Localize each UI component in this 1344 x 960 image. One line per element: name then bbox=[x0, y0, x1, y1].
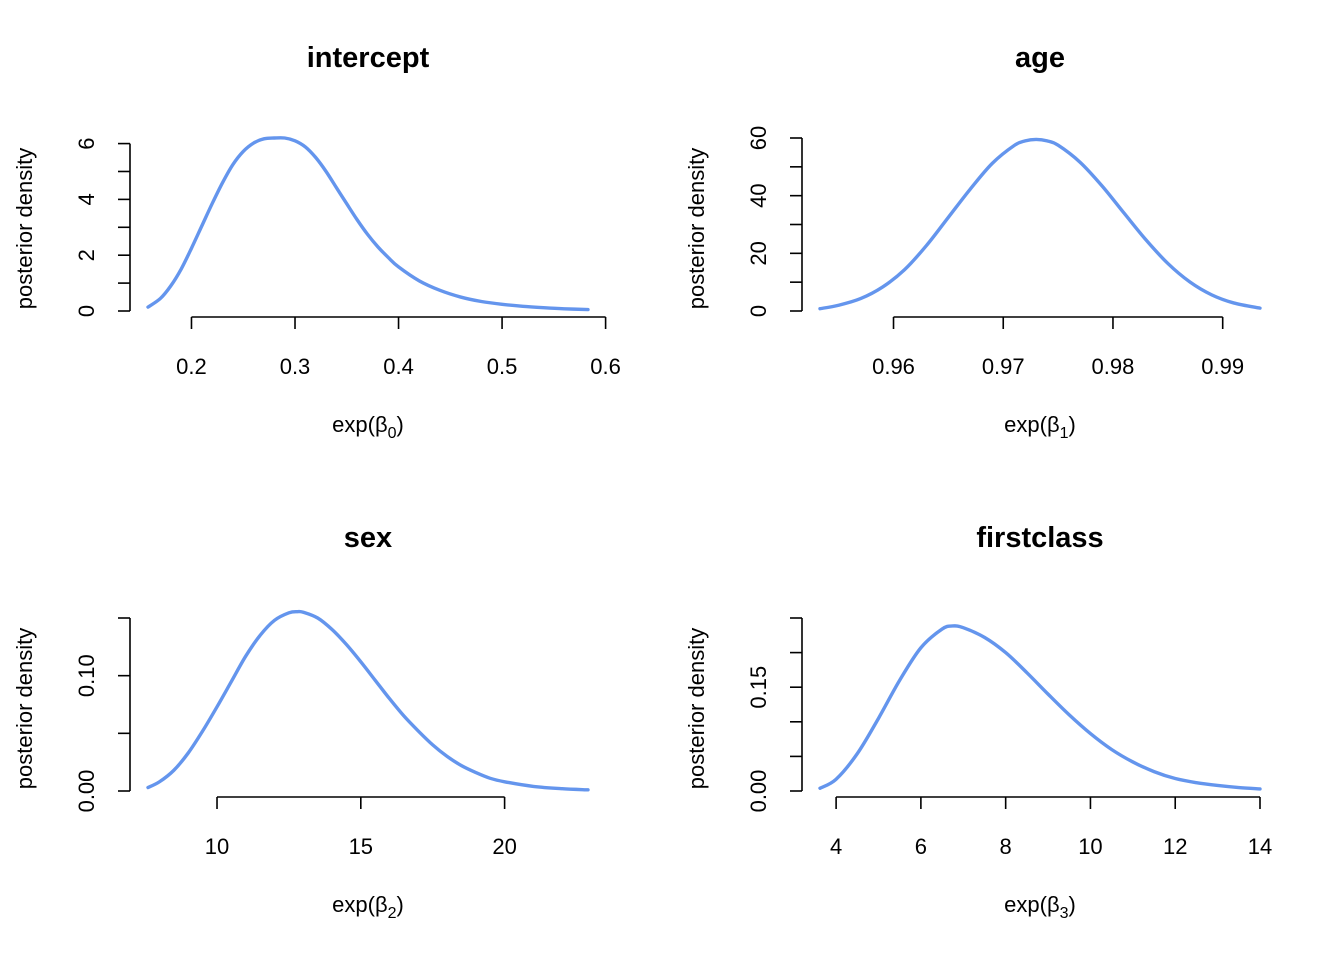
x-tick-label: 0.4 bbox=[383, 354, 414, 379]
x-tick-label: 0.96 bbox=[872, 354, 915, 379]
x-axis-label: exp(β2) bbox=[332, 892, 404, 922]
y-tick-label: 20 bbox=[746, 241, 771, 265]
x-axis-label-subscript: 1 bbox=[1060, 425, 1069, 442]
y-tick-label: 0.00 bbox=[74, 770, 99, 813]
x-tick-label: 14 bbox=[1248, 834, 1272, 859]
x-tick-label: 0.5 bbox=[487, 354, 518, 379]
panel-title: age bbox=[1015, 42, 1065, 74]
x-tick-label: 0.3 bbox=[280, 354, 311, 379]
x-tick-label: 8 bbox=[1000, 834, 1012, 859]
panel-age: age 0.96 0.97 0.98 0.99 0 20 40 60 posterior dens… bbox=[684, 42, 1262, 442]
y-tick-label: 0.00 bbox=[746, 770, 771, 813]
panel-sex: sex 10 15 20 0.00 0.10 posterior density exp(β2… bbox=[12, 522, 590, 922]
x-axis-label-prefix: exp( bbox=[332, 412, 375, 437]
density-curve bbox=[818, 137, 1262, 311]
panel-firstclass: firstclass 4 6 8 10 12 14 0.00 0.15 posterior den… bbox=[684, 522, 1272, 922]
x-tick-label: 0.98 bbox=[1092, 354, 1135, 379]
x-axis-label-suffix: ) bbox=[1069, 412, 1076, 437]
x-tick-label: 20 bbox=[492, 834, 516, 859]
y-tick-label: 40 bbox=[746, 183, 771, 207]
panel-title: firstclass bbox=[976, 522, 1103, 554]
panel-title: sex bbox=[344, 522, 392, 554]
x-axis-label-suffix: ) bbox=[1069, 892, 1076, 917]
y-tick-label: 0.10 bbox=[74, 654, 99, 697]
density-curve bbox=[146, 136, 590, 312]
x-tick-label: 0.6 bbox=[590, 354, 621, 379]
y-tick-label: 0.15 bbox=[746, 666, 771, 709]
x-axis-label: exp(β3) bbox=[1004, 892, 1076, 922]
y-axis-label: posterior density bbox=[12, 148, 37, 309]
x-axis-label-prefix: exp( bbox=[1004, 412, 1047, 437]
x-axis-label-subscript: 0 bbox=[388, 425, 397, 442]
x-tick-label: 0.99 bbox=[1201, 354, 1244, 379]
x-tick-label: 15 bbox=[349, 834, 373, 859]
panel-title: intercept bbox=[307, 42, 430, 74]
y-tick-label: 2 bbox=[74, 249, 99, 261]
x-axis-label-suffix: ) bbox=[397, 892, 404, 917]
x-tick-label: 12 bbox=[1163, 834, 1187, 859]
x-axis-label-symbol: β bbox=[1047, 412, 1060, 437]
x-tick-label: 10 bbox=[1078, 834, 1102, 859]
panel-intercept: intercept 0.2 0.3 0.4 0.5 0.6 0 2 4 6 posterior de… bbox=[12, 42, 621, 442]
x-axis-label-prefix: exp( bbox=[1004, 892, 1047, 917]
x-tick-label: 4 bbox=[830, 834, 842, 859]
x-axis-label: exp(β1) bbox=[1004, 412, 1076, 442]
y-tick-label: 6 bbox=[74, 137, 99, 149]
y-tick-label: 0 bbox=[74, 305, 99, 317]
x-axis-label-subscript: 3 bbox=[1060, 905, 1069, 922]
density-curve bbox=[146, 609, 590, 792]
x-tick-label: 0.2 bbox=[176, 354, 207, 379]
x-axis-label-symbol: β bbox=[375, 412, 388, 437]
x-axis-label-suffix: ) bbox=[397, 412, 404, 437]
x-axis-label: exp(β0) bbox=[332, 412, 404, 442]
y-tick-label: 0 bbox=[746, 305, 771, 317]
density-curve bbox=[818, 624, 1262, 791]
x-axis-label-symbol: β bbox=[1047, 892, 1060, 917]
y-tick-label: 4 bbox=[74, 193, 99, 205]
y-tick-label: 60 bbox=[746, 126, 771, 150]
y-axis-label: posterior density bbox=[12, 628, 37, 789]
x-tick-label: 10 bbox=[205, 834, 229, 859]
x-tick-label: 0.97 bbox=[982, 354, 1025, 379]
x-axis-label-subscript: 2 bbox=[388, 905, 397, 922]
y-axis-label: posterior density bbox=[684, 148, 709, 309]
x-axis-label-symbol: β bbox=[375, 892, 388, 917]
y-axis-label: posterior density bbox=[684, 628, 709, 789]
x-tick-label: 6 bbox=[915, 834, 927, 859]
x-axis-label-prefix: exp( bbox=[332, 892, 375, 917]
